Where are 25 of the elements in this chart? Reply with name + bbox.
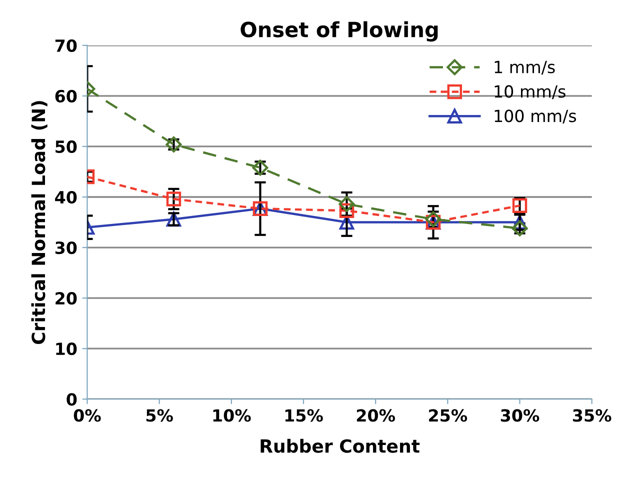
- legend-label: 10 mm/s: [494, 85, 566, 100]
- x-tick-label: 5%: [146, 409, 173, 422]
- point: [339, 203, 354, 218]
- point: [338, 196, 355, 212]
- x-tick-label: 35%: [573, 409, 612, 422]
- chart-title: Onset of Plowing: [240, 21, 438, 42]
- y-tick-label: 40: [55, 190, 77, 204]
- y-tick-label: 70: [55, 39, 77, 52]
- y-tick-label: 30: [55, 242, 77, 254]
- x-tick-label: 0%: [74, 409, 101, 422]
- point: [166, 192, 182, 206]
- x-tick-label: 15%: [285, 409, 323, 422]
- x-tick-label: 30%: [500, 409, 540, 422]
- x-tick-label: 20%: [356, 409, 395, 422]
- legend-label: 1 mm/s: [494, 60, 555, 75]
- legend-label: 100 mm/s: [494, 110, 576, 124]
- y-tick-label: 0: [66, 393, 77, 406]
- y-tick-label: 20: [56, 292, 77, 305]
- x-tick-label: 10%: [213, 409, 251, 422]
- y-tick-label: 10: [56, 342, 77, 356]
- x-axis-title: Rubber Content: [260, 438, 420, 453]
- x-tick-label: 25%: [429, 409, 468, 422]
- y-tick-label: 50: [56, 140, 77, 154]
- y-axis-title: Critical Normal Load (N): [31, 101, 48, 344]
- y-tick-label: 60: [55, 90, 77, 103]
